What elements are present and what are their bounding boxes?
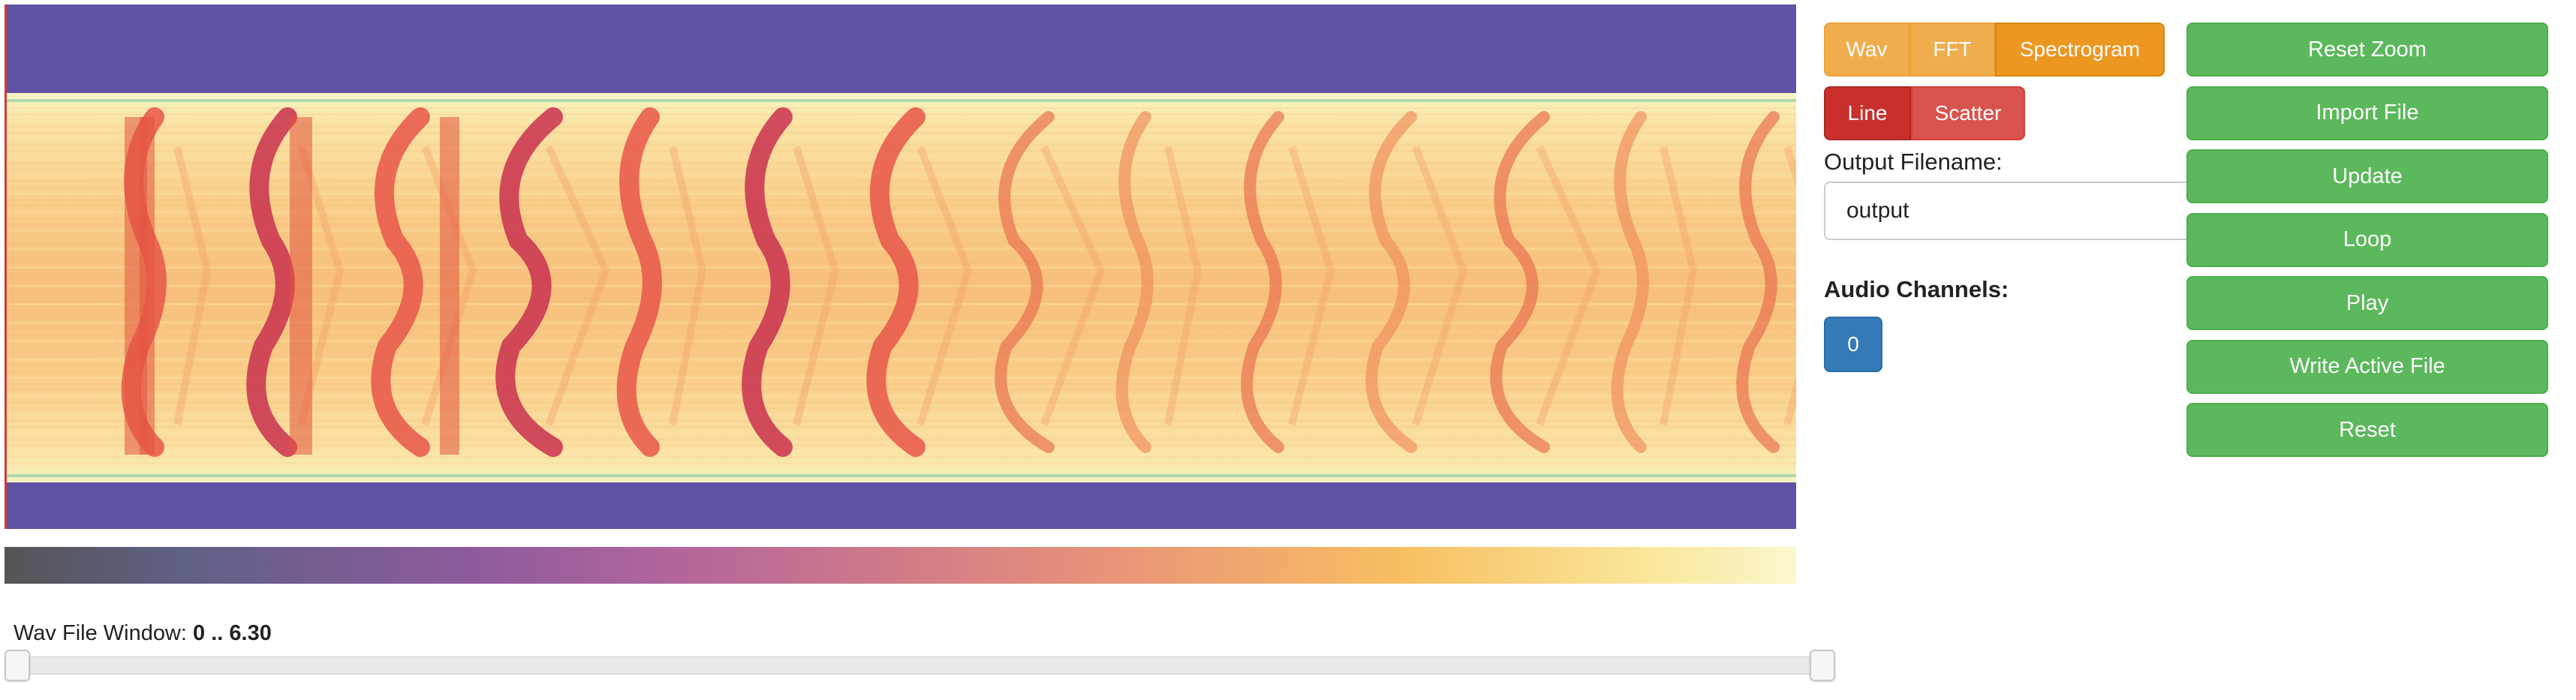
- spectrogram-harmonic-trace: [1040, 145, 1106, 426]
- spectrogram-formant-trace: [1490, 111, 1550, 453]
- wav-window-slider-start-handle[interactable]: [5, 650, 30, 681]
- view-mode-spectrogram-button[interactable]: Spectrogram: [1995, 23, 2165, 77]
- spectrogram-formant-trace: [742, 107, 793, 457]
- colorbar: [5, 547, 1796, 584]
- view-mode-group: Wav FFT Spectrogram: [1824, 23, 2165, 77]
- audio-channel-0-button[interactable]: 0: [1824, 317, 1882, 372]
- spectrogram-formant-trace: [246, 107, 297, 457]
- spectrogram-formant-trace: [1611, 111, 1649, 453]
- view-mode-wav-button[interactable]: Wav: [1824, 23, 1909, 77]
- spectrogram-view[interactable]: [5, 5, 1796, 529]
- spectrogram-harmonic-trace: [1288, 146, 1335, 426]
- reset-zoom-button[interactable]: Reset Zoom: [2186, 23, 2548, 77]
- spectrogram-harmonic-trace: [297, 146, 345, 426]
- play-button[interactable]: Play: [2186, 276, 2548, 330]
- view-mode-fft-button[interactable]: FFT: [1909, 23, 1995, 77]
- wav-window-slider-end-handle[interactable]: [1810, 650, 1835, 681]
- plot-style-scatter-button[interactable]: Scatter: [1911, 86, 2025, 140]
- spectrogram-energy-bar: [140, 117, 155, 455]
- wav-window-slider-track[interactable]: [9, 656, 1827, 674]
- spectrogram-formant-trace: [1115, 111, 1154, 453]
- spectrogram-harmonic-trace: [1164, 146, 1202, 425]
- spectrogram-formant-trace: [866, 107, 925, 457]
- import-file-button[interactable]: Import File: [2186, 86, 2548, 140]
- spectrogram-formant-trace: [995, 111, 1055, 453]
- spectrogram-harmonic-trace: [1660, 146, 1698, 425]
- loop-button[interactable]: Loop: [2186, 212, 2548, 267]
- spectrogram-harmonic-trace: [793, 146, 840, 426]
- action-buttons: Reset Zoom Import File Update Loop Play …: [2186, 23, 2548, 467]
- spectrogram-formant-trace: [371, 107, 430, 457]
- playhead-marker: [5, 5, 7, 529]
- spectrogram-energy-bar: [290, 117, 312, 455]
- spectrogram-energy-bar: [440, 117, 459, 455]
- write-active-file-button[interactable]: Write Active File: [2186, 339, 2548, 394]
- update-button[interactable]: Update: [2186, 149, 2548, 203]
- spectrogram-formant-trace: [616, 107, 662, 457]
- spectrogram-harmonic-trace: [173, 146, 212, 425]
- spectrogram-harmonic-trace: [669, 146, 707, 425]
- output-filename-input[interactable]: [1824, 182, 2214, 240]
- wav-window-range: 0 .. 6.30: [193, 621, 272, 645]
- wav-window-caption: Wav File Window:: [14, 621, 187, 645]
- reset-button[interactable]: Reset: [2186, 403, 2548, 457]
- spectrogram-harmonic-trace: [545, 145, 610, 426]
- spectrogram-formant-trace: [1365, 111, 1417, 453]
- spectrogram-harmonic-trace: [916, 146, 973, 426]
- spectrogram-formant-trace: [1736, 111, 1780, 453]
- spectrogram-formant-trace: [1241, 111, 1284, 453]
- wav-window-label: Wav File Window: 0 .. 6.30: [14, 621, 272, 646]
- plot-style-line-button[interactable]: Line: [1824, 86, 1911, 140]
- audio-channels-label: Audio Channels:: [1824, 276, 2009, 302]
- spectrogram-marks: [5, 99, 1796, 477]
- output-filename-label: Output Filename:: [1824, 149, 2003, 175]
- spectrogram-harmonic-trace: [1412, 146, 1468, 426]
- plot-style-group: Line Scatter: [1824, 86, 2025, 140]
- spectrogram-harmonic-trace: [1536, 145, 1601, 426]
- spectrogram-formant-trace: [495, 107, 563, 457]
